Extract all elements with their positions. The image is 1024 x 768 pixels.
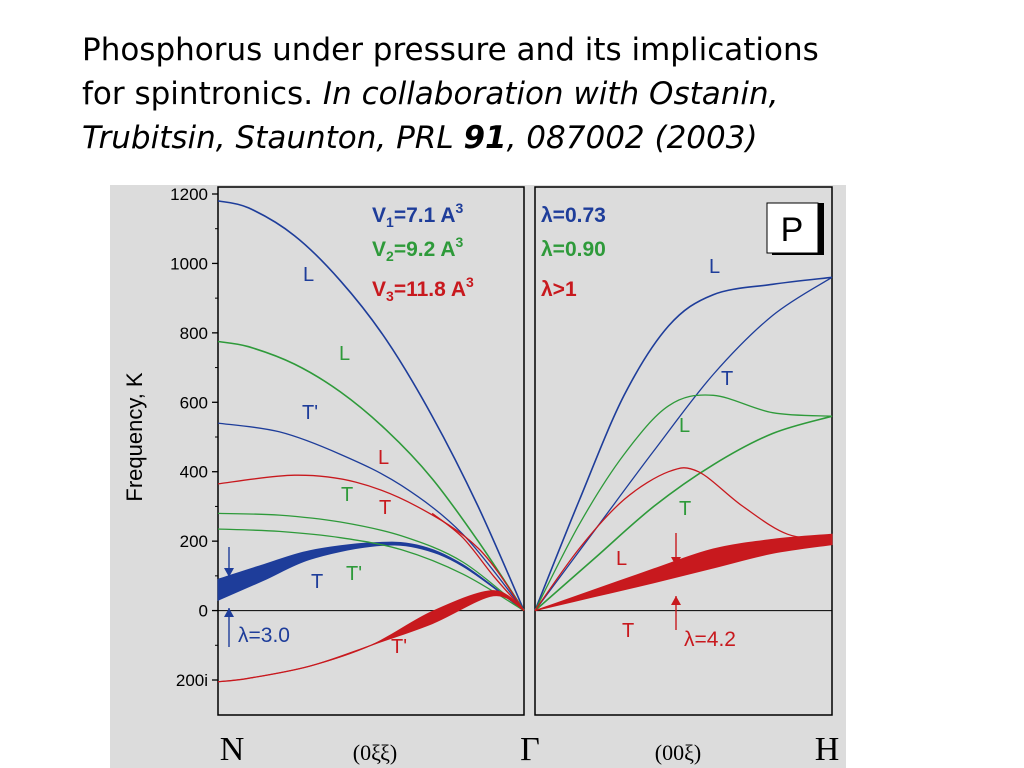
phonon-dispersion-figure: 1200 1000 800 600 400 200 0 200i Frequency, K N (… bbox=[110, 185, 846, 768]
title-line-3-italic-a: Trubitsin, Staunton, PRL bbox=[82, 120, 464, 156]
mode-label: T bbox=[341, 484, 353, 506]
y-tick-label: 800 bbox=[180, 324, 208, 343]
lambda-annotation-left: λ=3.0 bbox=[238, 624, 290, 647]
legend-volume-3: V3=11.8 A3 bbox=[372, 274, 474, 304]
x-label-H: H bbox=[815, 731, 840, 768]
dispersion-curve-gamma-h-v1-l bbox=[534, 276, 833, 611]
title-line-2-normal: for spintronics. bbox=[82, 76, 323, 112]
y-tick-label: 600 bbox=[180, 393, 208, 412]
dispersion-curve-gamma-n-v3-tprime-linewidth-band bbox=[217, 590, 525, 683]
dispersion-curve-gamma-n-v3-l bbox=[217, 474, 525, 611]
legend-lambda-2: λ=0.90 bbox=[541, 238, 606, 261]
arrow-down-left-head bbox=[224, 568, 234, 577]
y-tick-label: 1200 bbox=[170, 185, 208, 204]
legend-volume-1: V1=7.1 A3 bbox=[372, 200, 464, 230]
arrow-down-right-head bbox=[671, 557, 681, 566]
mode-label: T' bbox=[391, 636, 407, 658]
legend-lambda-3: λ>1 bbox=[541, 278, 577, 301]
y-tick-label: 200 bbox=[180, 532, 208, 551]
title-line-1: Phosphorus under pressure and its implic… bbox=[82, 32, 819, 68]
y-tick-label: 400 bbox=[180, 463, 208, 482]
mode-label: L bbox=[709, 256, 720, 278]
mode-label: L bbox=[679, 415, 690, 437]
title-line-2-italic: In collaboration with Ostanin, bbox=[322, 76, 779, 112]
x-label-direction-right: (00ξ) bbox=[655, 740, 701, 765]
right-panel-frame bbox=[534, 186, 833, 716]
phonon-dispersion-chart: 1200 1000 800 600 400 200 0 200i Frequency, K N (… bbox=[122, 185, 840, 768]
slide-title: Phosphorus under pressure and its implic… bbox=[82, 28, 982, 160]
y-tick-label: 0 bbox=[199, 602, 208, 621]
dispersion-curve-gamma-h-v2-l bbox=[534, 415, 833, 612]
mode-label: T' bbox=[302, 402, 318, 424]
mode-label: T bbox=[379, 497, 391, 519]
dispersion-curve-gamma-n-v3-t bbox=[431, 512, 525, 612]
left-panel-frame bbox=[217, 186, 525, 716]
mode-label: L bbox=[616, 548, 627, 570]
dispersion-curve-gamma-n-v2-t bbox=[217, 512, 525, 612]
legend-lambda-1: λ=0.73 bbox=[541, 204, 606, 227]
dispersion-curve-gamma-n-v2-tprime bbox=[217, 528, 525, 612]
legend-volume-2: V2=9.2 A3 bbox=[372, 234, 464, 264]
mode-label: T' bbox=[346, 563, 362, 585]
lambda-annotation-right: λ=4.2 bbox=[684, 628, 736, 651]
mode-label: T bbox=[311, 571, 323, 593]
x-label-direction-left: (0ξξ) bbox=[353, 740, 397, 765]
mode-label: T bbox=[721, 368, 733, 390]
element-box bbox=[766, 202, 819, 254]
element-box-label: P bbox=[781, 211, 804, 249]
x-label-N: N bbox=[220, 731, 245, 768]
title-line-3-bold: 91 bbox=[463, 120, 507, 156]
mode-label: L bbox=[378, 447, 389, 469]
mode-label: T bbox=[679, 498, 691, 520]
mode-label: L bbox=[339, 343, 350, 365]
x-label-Gamma: Γ bbox=[520, 731, 540, 768]
dispersion-curve-gamma-n-v1-l bbox=[217, 200, 525, 611]
dispersion-curve-gamma-h-v1-t bbox=[534, 276, 833, 611]
y-axis-label: Frequency, K bbox=[122, 372, 147, 502]
dispersion-curve-gamma-h-v3-l bbox=[534, 467, 833, 611]
mode-label: L bbox=[303, 264, 314, 286]
mode-label: T bbox=[622, 620, 634, 642]
arrow-up-left-head bbox=[224, 608, 234, 617]
dispersion-curve-gamma-n-v1-tprime bbox=[217, 422, 525, 612]
title-line-3-italic-b: , 087002 (2003) bbox=[506, 120, 758, 156]
dispersion-curve-gamma-h-v2-t bbox=[534, 394, 833, 611]
dispersion-curve-gamma-n-v1-t-linewidth-band bbox=[217, 541, 525, 612]
arrow-up-right-head bbox=[671, 596, 681, 605]
dispersion-curve-gamma-h-v3-t-linewidth-band bbox=[534, 533, 833, 612]
y-tick-label: 1000 bbox=[170, 254, 208, 273]
y-tick-label: 200i bbox=[176, 671, 208, 690]
dispersion-curve-gamma-n-v2-l bbox=[217, 340, 525, 612]
